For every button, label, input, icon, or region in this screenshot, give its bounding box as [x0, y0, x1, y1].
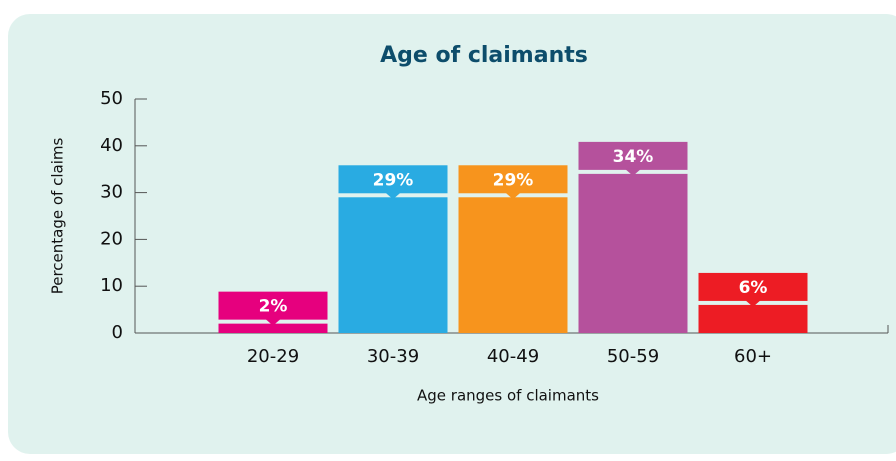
- y-tick-label: 20: [100, 228, 123, 249]
- chart-title: Age of claimants: [380, 43, 588, 68]
- value-label-pointer: [385, 192, 401, 200]
- value-label: 34%: [613, 147, 654, 167]
- value-label-pointer: [625, 168, 641, 176]
- value-label-pointer: [745, 299, 761, 307]
- bar: [458, 197, 568, 333]
- value-label-pointer: [265, 318, 281, 326]
- value-label: 29%: [373, 170, 414, 190]
- value-label-box: [338, 165, 448, 194]
- x-axis-label: Age ranges of claimants: [417, 387, 599, 405]
- value-label-box: [578, 141, 688, 170]
- x-tick-label: 20-29: [247, 346, 299, 367]
- y-axis-label: Percentage of claims: [49, 138, 67, 295]
- value-label: 6%: [739, 278, 768, 298]
- x-tick-label: 30-39: [367, 346, 419, 367]
- value-label: 2%: [259, 297, 288, 317]
- y-tick-label: 10: [100, 275, 123, 296]
- value-label-pointer: [505, 192, 521, 200]
- x-tick-label: 40-49: [487, 346, 539, 367]
- bar: [698, 304, 808, 333]
- value-label-box: [218, 291, 328, 320]
- bar: [338, 197, 448, 333]
- value-label: 29%: [493, 170, 534, 190]
- panel: [8, 14, 896, 454]
- y-tick-label: 30: [100, 182, 123, 203]
- bar: [578, 173, 688, 333]
- x-tick-label: 60+: [734, 346, 772, 367]
- x-tick-label: 50-59: [607, 346, 659, 367]
- value-label-box: [458, 165, 568, 194]
- y-tick-label: 40: [100, 135, 123, 156]
- bar: [218, 323, 328, 333]
- y-tick-label: 50: [100, 88, 123, 109]
- y-tick-label: 0: [112, 322, 123, 343]
- value-label-box: [698, 272, 808, 301]
